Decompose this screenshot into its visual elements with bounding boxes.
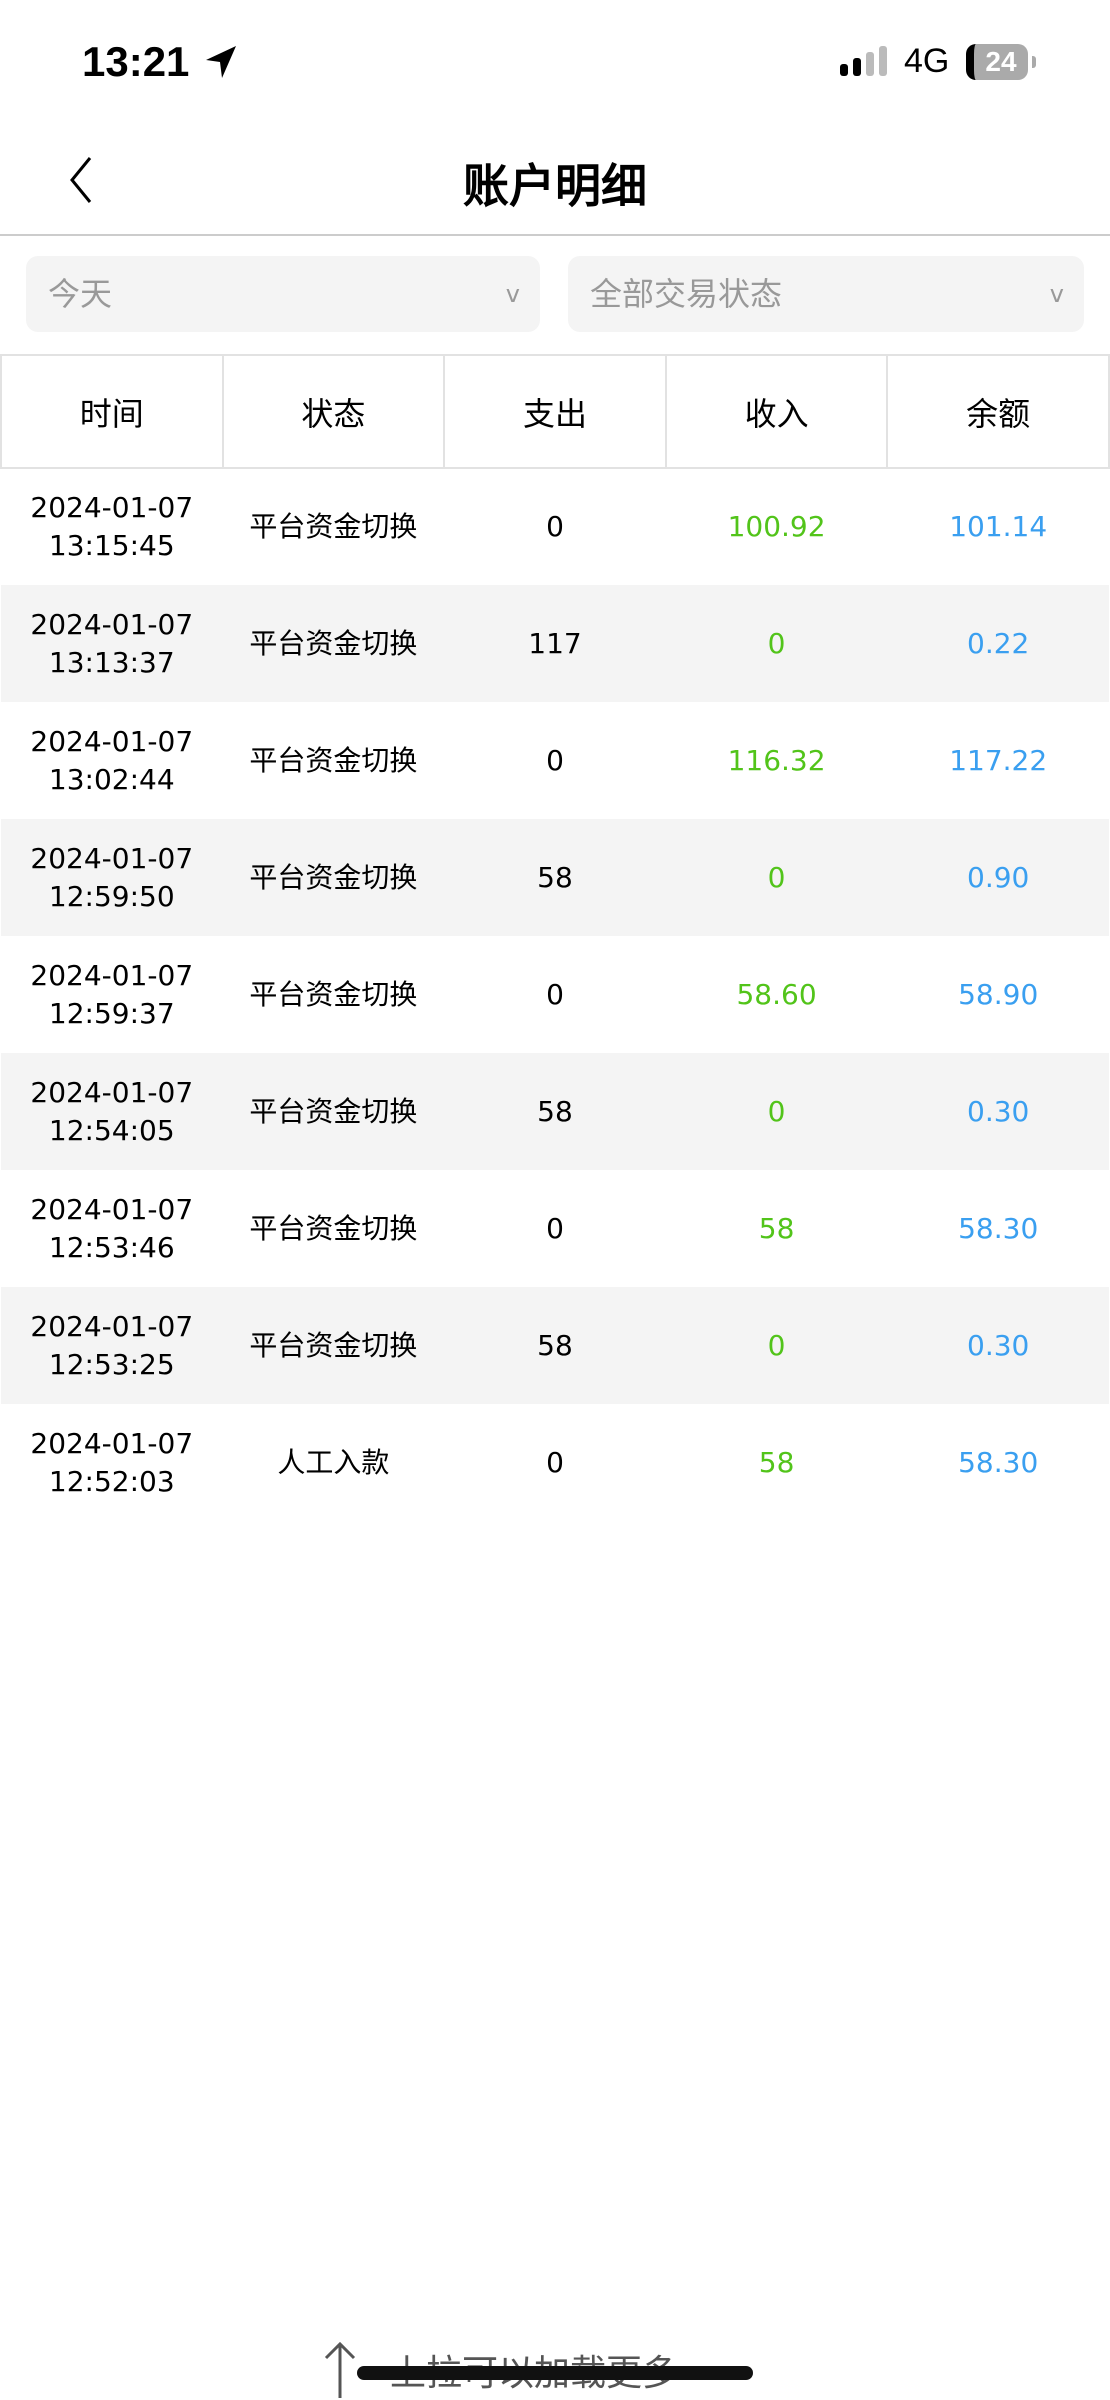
date: 2024-01-07 [30, 724, 194, 758]
status-filter-dropdown[interactable]: 全部交易状态 v [568, 256, 1084, 332]
cell-expense: 58 [444, 819, 666, 936]
time: 12:54:05 [48, 1113, 175, 1147]
date: 2024-01-07 [30, 1309, 194, 1343]
cell-balance: 58.90 [958, 977, 1039, 1011]
column-header: 支出 [443, 354, 667, 469]
chevron-down-icon: v [505, 280, 520, 308]
cell-time: 2024-01-07 12:52:03 [1, 1404, 223, 1521]
cell-balance: 0.30 [887, 1287, 1109, 1404]
cell-expense: 58 [444, 1053, 666, 1170]
table-row: 2024-01-07 12:53:46 平台资金切换 0 58 58.30 [1, 1170, 1109, 1287]
cell-time: 2024-01-07 13:02:44 [1, 702, 223, 819]
cell-status: 人工入款 [277, 1445, 390, 1479]
column-header: 收入 [664, 354, 889, 469]
cell-balance: 0.90 [887, 819, 1109, 936]
cell-income: 116.32 [727, 743, 826, 777]
date-filter-dropdown[interactable]: 今天 v [26, 256, 540, 332]
cell-income: 0 [665, 1287, 888, 1404]
cell-income: 58 [758, 1211, 795, 1245]
cell-time: 2024-01-07 12:59:37 [1, 936, 223, 1053]
transactions-table: 时间 状态 支出 收入 余额 2024-01-07 13:15:45 平台资金切换 0 1… [0, 354, 1110, 1521]
date: 2024-01-07 [30, 607, 194, 641]
cell-status: 平台资金切换 [222, 1287, 445, 1404]
time: 12:59:50 [48, 879, 175, 913]
column-header: 状态 [221, 354, 446, 469]
time: 13:02:44 [48, 762, 175, 796]
cell-expense: 0 [546, 977, 564, 1011]
time: 12:59:37 [48, 996, 175, 1030]
cell-balance: 58.30 [958, 1211, 1039, 1245]
date: 2024-01-07 [30, 841, 194, 875]
back-chevron-icon[interactable] [60, 150, 110, 210]
cell-expense: 0 [546, 743, 564, 777]
cell-balance: 101.14 [949, 510, 1048, 543]
cell-status: 平台资金切换 [222, 819, 445, 936]
cell-time: 2024-01-07 12:59:50 [1, 819, 223, 936]
cell-balance: 0.30 [887, 1053, 1109, 1170]
time: 13:13:37 [48, 645, 175, 679]
nav-bar: 账户明细 [0, 120, 1110, 236]
cell-income: 58.60 [736, 977, 817, 1011]
date-filter-value: 今天 [48, 275, 113, 313]
cell-income: 100.92 [727, 510, 826, 543]
cell-balance: 58.30 [958, 1445, 1039, 1479]
status-filter-value: 全部交易状态 [590, 275, 783, 313]
date: 2024-01-07 [30, 1192, 194, 1226]
arrow-up-icon [324, 2341, 356, 2398]
date: 2024-01-07 [30, 1075, 194, 1109]
cell-time: 2024-01-07 13:13:37 [1, 585, 223, 702]
cell-expense: 0 [546, 1445, 564, 1479]
status-bar: 13:21 4G 24 [0, 0, 1110, 120]
date: 2024-01-07 [30, 958, 194, 992]
cell-income: 0 [665, 1053, 888, 1170]
column-header: 时间 [0, 354, 224, 469]
cell-time: 2024-01-07 12:54:05 [1, 1053, 223, 1170]
page-title: 账户明细 [463, 159, 647, 213]
cellular-signal-icon [840, 46, 887, 76]
cell-status: 平台资金切换 [249, 743, 418, 777]
cell-income: 0 [665, 819, 888, 936]
cell-balance: 0.22 [887, 585, 1109, 702]
time: 13:15:45 [48, 529, 175, 562]
table-row: 2024-01-07 13:02:44 平台资金切换 0 116.32 117.2… [1, 702, 1109, 819]
location-arrow-icon [206, 46, 236, 78]
table-row: 2024-01-07 12:59:37 平台资金切换 0 58.60 58.90 [1, 936, 1109, 1053]
time: 12:52:03 [48, 1464, 175, 1498]
table-row: 2024-01-07 12:59:50 平台资金切换 58 0 0.90 [1, 819, 1109, 936]
cell-expense: 0 [546, 1211, 564, 1245]
network-type: 4G [904, 42, 950, 80]
cell-expense: 117 [444, 585, 666, 702]
column-header: 余额 [886, 354, 1110, 469]
table-row: 2024-01-07 12:52:03 人工入款 0 58 58.30 [1, 1404, 1109, 1521]
cell-status: 平台资金切换 [249, 1211, 418, 1245]
battery-cap [1032, 56, 1036, 68]
cell-income: 0 [665, 585, 888, 702]
table-row: 2024-01-07 12:54:05 平台资金切换 58 0 0.30 [1, 1053, 1109, 1170]
table-row: 2024-01-07 12:53:25 平台资金切换 58 0 0.30 [1, 1287, 1109, 1404]
cell-status: 平台资金切换 [222, 1053, 445, 1170]
home-indicator[interactable] [357, 2366, 753, 2380]
table-row: 2024-01-07 13:13:37 平台资金切换 117 0 0.22 [1, 585, 1109, 702]
cell-time: 2024-01-07 13:15:45 [1, 468, 223, 585]
cell-time: 2024-01-07 12:53:46 [1, 1170, 223, 1287]
cell-income: 58 [758, 1445, 795, 1479]
cell-expense: 58 [444, 1287, 666, 1404]
chevron-down-icon: v [1049, 280, 1064, 308]
cell-time: 2024-01-07 12:53:25 [1, 1287, 223, 1404]
cell-status: 平台资金切换 [249, 510, 418, 543]
time: 12:53:46 [48, 1230, 175, 1264]
battery-icon: 24 [966, 44, 1028, 80]
table-row: 2024-01-07 13:15:45 平台资金切换 0 100.92 101.1… [1, 468, 1109, 585]
cell-status: 平台资金切换 [249, 977, 418, 1011]
clock: 13:21 [82, 38, 190, 85]
cell-balance: 117.22 [949, 743, 1048, 777]
date: 2024-01-07 [30, 1426, 194, 1460]
cell-status: 平台资金切换 [222, 585, 445, 702]
cell-expense: 0 [546, 510, 564, 543]
time: 12:53:25 [48, 1347, 175, 1381]
date: 2024-01-07 [30, 491, 194, 524]
